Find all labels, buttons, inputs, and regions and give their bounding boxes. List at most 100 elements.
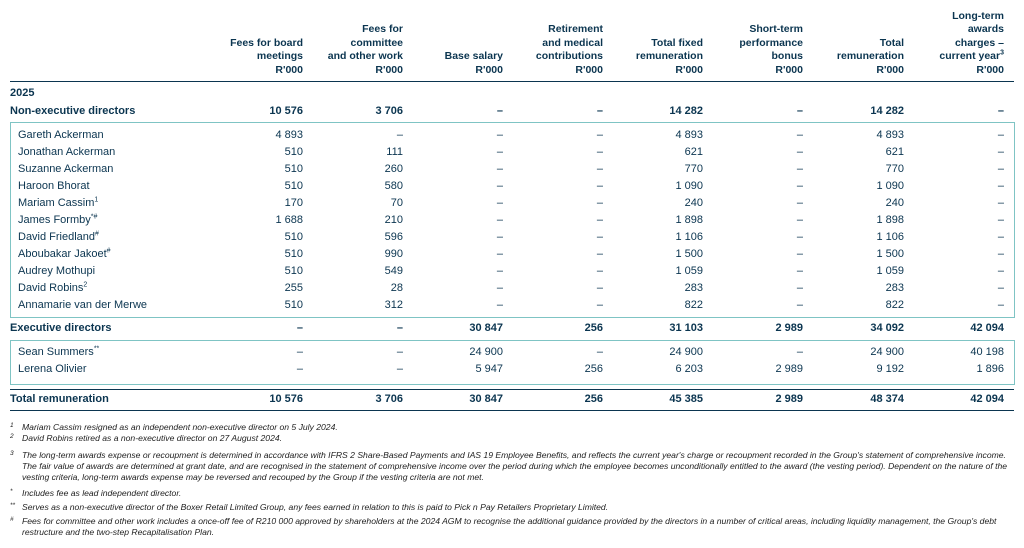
column-header: Fees for committee and other work R'000 <box>328 23 403 77</box>
header-line: awards <box>967 23 1004 35</box>
cell: – <box>296 322 303 334</box>
cell: – <box>997 231 1004 243</box>
label-text: Executive directors <box>10 322 112 334</box>
cell: – <box>796 282 803 294</box>
cell: 510 <box>284 231 303 243</box>
cell: 4 893 <box>675 129 703 141</box>
cell: 30 847 <box>469 393 503 405</box>
footnote-marker: 3 <box>10 450 14 457</box>
footnote-text: Mariam Cassim resigned as an independent… <box>22 422 338 432</box>
cell: 822 <box>885 299 904 311</box>
cell: 510 <box>284 299 303 311</box>
footnote: # Fees for committee and other work inclu… <box>10 516 1014 538</box>
label-text: Jonathan Ackerman <box>18 146 116 158</box>
cell: 10 576 <box>269 393 303 405</box>
cell: 1 106 <box>675 231 703 243</box>
footnote-marker: ** <box>10 502 16 509</box>
cell: – <box>997 180 1004 192</box>
label-text: James Formby <box>18 214 91 226</box>
footnote-text: The long-term awards expense or recoupme… <box>22 450 1008 482</box>
row-label: David Friedland# <box>18 229 99 246</box>
cell: – <box>596 299 603 311</box>
cell: 256 <box>584 393 603 405</box>
cell: 621 <box>684 146 703 158</box>
header-line: Short-term <box>749 23 803 35</box>
column-header: Fees for board meetings R'000 <box>230 37 303 78</box>
cell: 510 <box>284 265 303 277</box>
cell: 9 192 <box>876 363 904 375</box>
cell: 210 <box>384 214 403 226</box>
header-line: R'000 <box>775 63 803 76</box>
row-label: Gareth Ackerman <box>18 127 104 144</box>
footnote-marker: 2 <box>10 433 14 440</box>
cell: – <box>997 265 1004 277</box>
header-line: Total fixed <box>651 36 703 49</box>
group-box <box>10 122 1015 318</box>
cell: – <box>296 346 303 358</box>
cell: 770 <box>684 163 703 175</box>
cell: 822 <box>684 299 703 311</box>
cell: 24 900 <box>669 346 703 358</box>
cell: – <box>496 163 503 175</box>
cell: 1 688 <box>275 214 303 226</box>
cell: 2 989 <box>775 363 803 375</box>
label-text: Annamarie van der Merwe <box>18 299 148 311</box>
cell: – <box>596 180 603 192</box>
cell: 256 <box>584 363 603 375</box>
cell: 1 896 <box>976 363 1004 375</box>
header-rule <box>10 81 1014 82</box>
footnote-text: Fees for committee and other work includ… <box>22 516 997 537</box>
cell: – <box>997 105 1004 117</box>
header-line: charges – <box>954 36 1004 49</box>
label-text: Non-executive directors <box>10 105 136 117</box>
cell: 256 <box>584 322 603 334</box>
row-label: Executive directors <box>10 320 112 337</box>
header-line: R'000 <box>475 63 503 76</box>
cell: 1 090 <box>876 180 904 192</box>
cell: 1 106 <box>876 231 904 243</box>
cell: 1 898 <box>675 214 703 226</box>
cell: 510 <box>284 248 303 260</box>
cell: – <box>496 105 503 117</box>
cell: – <box>396 129 403 141</box>
header-line: R'000 <box>575 63 603 76</box>
cell: – <box>496 248 503 260</box>
column-header: Total fixed remuneration R'000 <box>636 37 703 78</box>
header-line: R'000 <box>876 63 904 76</box>
cell: – <box>596 129 603 141</box>
cell: – <box>296 363 303 375</box>
cell: 2 989 <box>775 393 803 405</box>
row-label: Non-executive directors <box>10 103 135 120</box>
cell: – <box>496 180 503 192</box>
header-line: Retirement <box>548 23 603 35</box>
cell: 6 203 <box>675 363 703 375</box>
header-line: performance <box>739 36 803 49</box>
cell: – <box>997 299 1004 311</box>
cell: 4 893 <box>876 129 904 141</box>
cell: – <box>596 105 603 117</box>
cell: – <box>796 146 803 158</box>
cell: 596 <box>384 231 403 243</box>
cell: – <box>796 231 803 243</box>
note-marker: 2 <box>83 281 88 289</box>
cell: 2 989 <box>775 322 803 334</box>
cell: 283 <box>885 282 904 294</box>
label-text: David Friedland <box>18 231 96 243</box>
label-text: Lerena Olivier <box>18 363 87 375</box>
header-line: R'000 <box>675 63 703 76</box>
note-marker: # <box>106 247 111 255</box>
row-label: James Formby*# <box>18 212 97 229</box>
cell: 1 059 <box>876 265 904 277</box>
cell: – <box>796 214 803 226</box>
footnote-text: Includes fee as lead independent directo… <box>22 488 182 498</box>
cell: 1 898 <box>876 214 904 226</box>
cell: 580 <box>384 180 403 192</box>
header-line: committee <box>350 36 403 49</box>
row-label: Aboubakar Jakoet# <box>18 246 111 263</box>
cell: – <box>496 146 503 158</box>
cell: 48 374 <box>870 393 904 405</box>
cell: – <box>796 180 803 192</box>
cell: – <box>997 146 1004 158</box>
label-text: Total remuneration <box>10 393 109 405</box>
cell: 240 <box>885 197 904 209</box>
